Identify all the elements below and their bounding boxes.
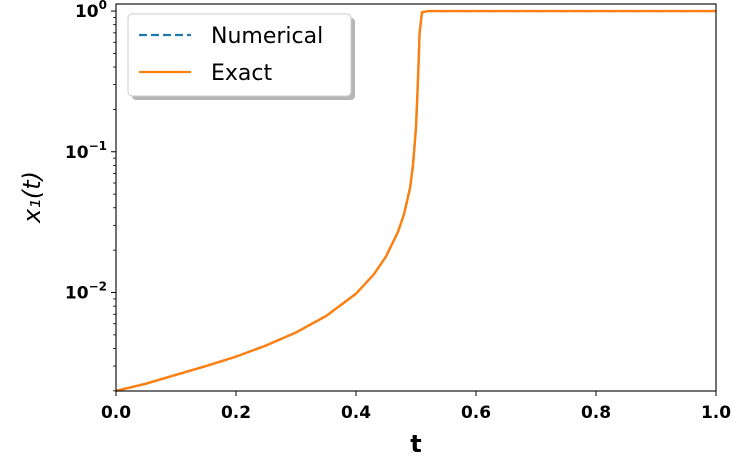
x-axis-label: t — [410, 430, 421, 458]
y-tick-label: 10−1 — [65, 139, 107, 163]
x-tick-label: 0.8 — [581, 403, 611, 423]
x-tick-label: 0.2 — [221, 403, 251, 423]
y-ticks: 10−2 10−1 100 — [65, 0, 116, 392]
legend: Numerical Exact — [127, 13, 355, 100]
legend-label-numerical: Numerical — [211, 24, 323, 49]
y-axis-label: x₁(t) — [18, 171, 46, 224]
series-layer — [115, 9, 716, 393]
y-tick-label: 10−2 — [65, 279, 107, 303]
y-tick-label: 100 — [75, 0, 107, 22]
x-tick-label: 0.4 — [341, 403, 371, 423]
legend-box — [127, 13, 352, 97]
x-tick-label: 0.0 — [101, 403, 131, 423]
legend-label-exact: Exact — [211, 61, 272, 86]
x-ticks: 0.0 0.2 0.4 0.6 0.8 1.0 — [101, 391, 731, 423]
plot-frame — [115, 3, 717, 392]
x-tick-label: 1.0 — [701, 403, 731, 423]
x-tick-label: 0.6 — [461, 403, 491, 423]
series-exact-line — [115, 9, 716, 393]
